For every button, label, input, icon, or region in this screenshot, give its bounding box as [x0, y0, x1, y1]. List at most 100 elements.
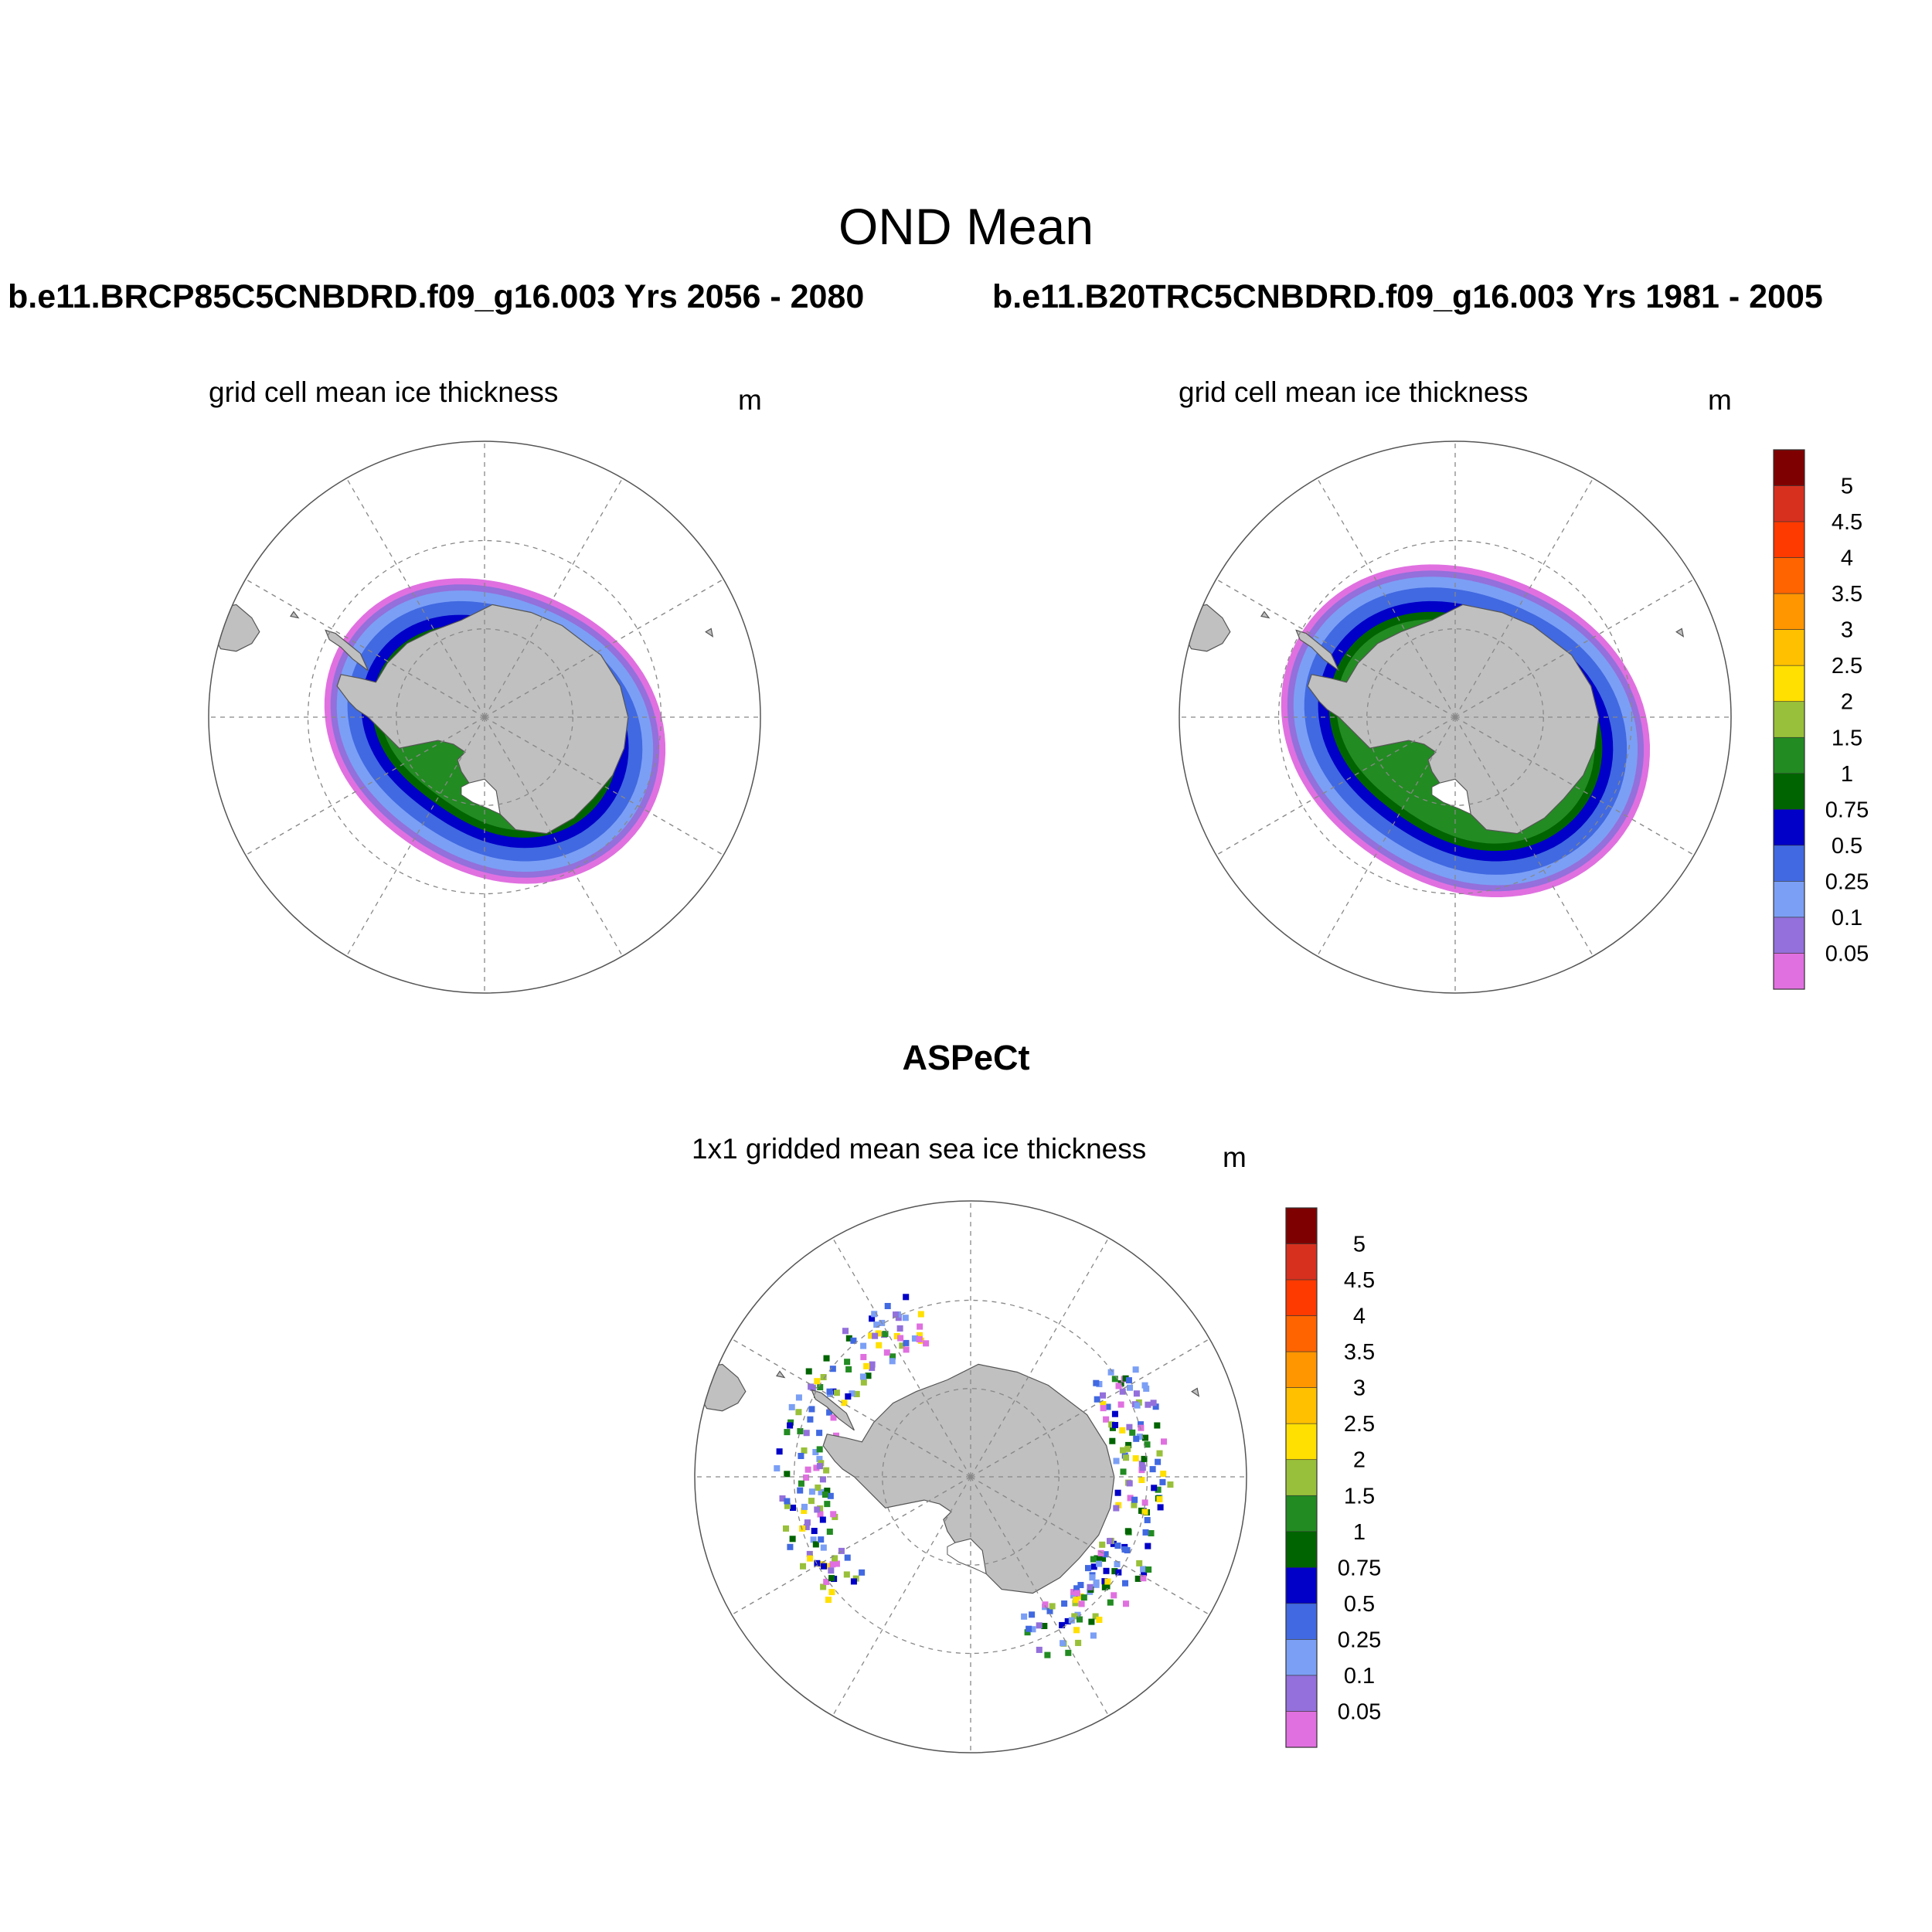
bottom-obs-cell: [1041, 1623, 1048, 1630]
bottom-obs-cell: [1145, 1401, 1151, 1408]
left-falkland-island: [290, 611, 300, 619]
bottom-obs-cell: [843, 1571, 850, 1578]
bottom-obs-cell: [803, 1475, 810, 1481]
bottom-obs-cell: [1100, 1405, 1107, 1412]
bottom-obs-cell: [1065, 1649, 1072, 1656]
bottom-panel-unit: m: [1223, 1141, 1247, 1173]
bottom-obs-cell: [1124, 1547, 1131, 1554]
bottom-obs-cell: [1102, 1551, 1109, 1558]
bottom-obs-cell: [784, 1429, 791, 1436]
bottom-obs-cell: [1072, 1600, 1079, 1607]
top-colorbar-swatch: [1773, 845, 1805, 882]
bottom-obs-cell: [1107, 1599, 1114, 1606]
bottom-colorbar-tick-label: 2: [1353, 1448, 1366, 1473]
bottom-obs-cell: [1157, 1504, 1164, 1511]
bottom-obs-cell: [821, 1563, 828, 1570]
bottom-obs-cell: [1112, 1422, 1119, 1429]
right-antarctica-landmass: [1307, 604, 1600, 835]
bottom-obs-cell: [850, 1337, 857, 1344]
bottom-obs-cell: [828, 1567, 835, 1574]
bottom-obs-cell: [873, 1321, 880, 1328]
bottom-obs-cell: [1036, 1646, 1043, 1653]
bottom-obs-cell: [1123, 1454, 1130, 1461]
bottom-obs-cell: [1160, 1471, 1167, 1478]
bottom-obs-cell: [1167, 1481, 1174, 1488]
bottom-obs-cell: [832, 1555, 838, 1562]
bottom-kerguelen-island: [1191, 1387, 1200, 1397]
bottom-obs-cell: [820, 1374, 827, 1381]
bottom-obs-cell: [820, 1544, 827, 1551]
left-map-content: [210, 578, 714, 993]
bottom-colorbar-tick-label: 0.75: [1338, 1556, 1381, 1580]
bottom-obs-cell: [1094, 1396, 1100, 1403]
bottom-obs-cell: [1078, 1600, 1085, 1607]
top-colorbar-swatch: [1773, 809, 1805, 846]
bottom-obs-cell: [844, 1554, 851, 1561]
right-panel-unit: m: [1708, 384, 1732, 416]
bottom-obs-cell: [916, 1336, 923, 1343]
bottom-obs-cell: [825, 1597, 832, 1604]
bottom-obs-cell: [806, 1550, 813, 1557]
bottom-obs-cell: [1073, 1627, 1080, 1634]
bottom-obs-cell: [787, 1543, 794, 1550]
bottom-obs-cell: [1127, 1495, 1134, 1502]
bottom-obs-cell: [833, 1560, 840, 1567]
bottom-obs-cell: [804, 1466, 811, 1473]
bottom-map-border: [694, 1200, 1247, 1753]
bottom-obs-cell: [816, 1446, 823, 1453]
bottom-obs-cell: [812, 1541, 819, 1548]
top-colorbar-tick-label: 4: [1841, 546, 1853, 571]
bottom-obs-cell: [1029, 1626, 1036, 1633]
bottom-obs-cell: [1122, 1580, 1129, 1587]
bottom-obs-cell: [823, 1467, 830, 1474]
bottom-obs-cell: [803, 1430, 810, 1437]
top-colorbar-swatch: [1773, 449, 1805, 486]
bottom-obs-cell: [1125, 1441, 1132, 1448]
bottom-obs-cell: [797, 1487, 804, 1494]
bottom-obs-cell: [801, 1508, 808, 1515]
bottom-obs-cell: [850, 1578, 857, 1585]
bottom-obs-cell: [1131, 1496, 1138, 1503]
bottom-colorbar: 5 4.5 4 3.5 3 2.5 2 1.5 1 0.75 0.5 0.25 0.1 0.05: [1285, 1207, 1381, 1748]
bottom-obs-cell: [826, 1388, 833, 1395]
bottom-colorbar-tick-label: 4.5: [1344, 1268, 1375, 1293]
top-colorbar-swatch: [1773, 701, 1805, 738]
bottom-obs-cell: [1070, 1589, 1077, 1596]
bottom-obs-cell: [1107, 1538, 1114, 1545]
bottom-obs-cell: [1090, 1563, 1097, 1570]
bottom-obs-cell: [815, 1485, 821, 1492]
bottom-obs-cell: [1089, 1574, 1096, 1581]
bottom-obs-cell: [1085, 1565, 1092, 1572]
bottom-obs-cell: [876, 1342, 883, 1349]
bottom-obs-cell: [1100, 1401, 1107, 1408]
bottom-obs-cell: [844, 1359, 851, 1366]
bottom-obs-cell: [814, 1506, 821, 1513]
bottom-obs-cell: [1138, 1461, 1145, 1468]
bottom-obs-cell: [1111, 1410, 1118, 1417]
bottom-obs-cell: [896, 1325, 903, 1332]
bottom-obs-cell: [1122, 1375, 1129, 1382]
bottom-obs-cell: [859, 1569, 866, 1576]
bottom-obs-cell: [827, 1492, 834, 1499]
bottom-obs-cell: [1141, 1570, 1148, 1577]
bottom-obs-cell: [1141, 1382, 1148, 1389]
bottom-obs-cell: [1120, 1447, 1127, 1454]
bottom-obs-cell: [1070, 1592, 1077, 1599]
top-colorbar-tick-label: 1.5: [1832, 726, 1862, 750]
bottom-colorbar-frame: [1285, 1207, 1318, 1748]
bottom-colorbar-tick-label: 2.5: [1344, 1412, 1375, 1437]
bottom-obs-cell: [819, 1516, 826, 1523]
bottom-obs-cell: [803, 1524, 810, 1531]
bottom-obs-cell: [804, 1519, 811, 1526]
bottom-obs-cell: [1021, 1613, 1028, 1620]
bottom-obs-cell: [1125, 1377, 1132, 1384]
bottom-obs-cell: [882, 1331, 889, 1338]
bottom-obs-cell: [826, 1529, 833, 1536]
bottom-colorbar-swatch: [1285, 1315, 1318, 1352]
bottom-obs-cell: [833, 1389, 840, 1396]
bottom-obs-cell: [816, 1455, 823, 1462]
bottom-obs-cell: [1096, 1381, 1103, 1388]
bottom-colorbar-tick-label: 3: [1353, 1376, 1366, 1401]
bottom-colorbar-tick-label: 4: [1353, 1304, 1366, 1329]
bottom-obs-cell: [903, 1294, 910, 1301]
